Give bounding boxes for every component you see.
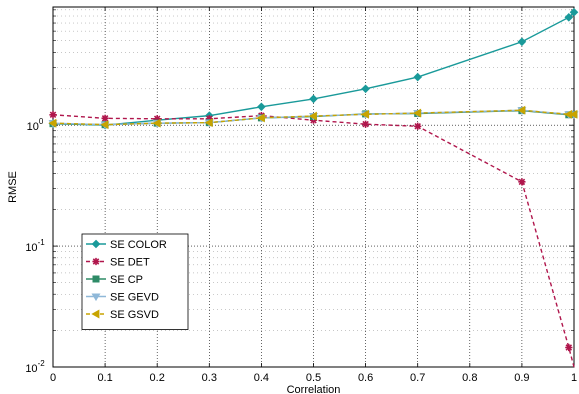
x-tick-label: 0.7 xyxy=(410,372,425,384)
legend-label: SE COLOR xyxy=(110,239,167,251)
y-tick-labels: 10-2 10-1 100 xyxy=(25,117,45,375)
data-point xyxy=(308,111,317,121)
legend-entry: SE GEVD xyxy=(86,292,159,304)
series-line xyxy=(52,11,575,126)
x-tick-label: 0.3 xyxy=(202,372,217,384)
y-tick-label: 10-1 xyxy=(25,238,45,254)
x-tick-label: 0.9 xyxy=(514,372,529,384)
x-tick-label: 1 xyxy=(571,372,577,384)
data-point xyxy=(569,7,579,17)
legend-label: SE CP xyxy=(110,274,143,286)
x-axis-label: Correlation xyxy=(287,384,341,394)
data-point xyxy=(205,115,213,123)
legend-marker xyxy=(92,275,100,283)
data-point xyxy=(564,13,574,22)
data-point xyxy=(518,178,526,186)
legend-marker xyxy=(91,309,100,319)
legend-label: SE GEVD xyxy=(110,292,159,304)
data-point xyxy=(569,109,578,119)
x-tick-label: 0.2 xyxy=(150,372,165,384)
data-point xyxy=(362,120,370,128)
data-point xyxy=(100,120,109,130)
legend-label: SE GSVD xyxy=(110,309,159,321)
x-tick-label: 0.5 xyxy=(306,372,321,384)
x-tick-labels: 0 0.1 0.2 0.3 0.4 0.5 0.6 0.7 0.8 0.9 1 xyxy=(50,372,577,384)
data-point xyxy=(153,115,161,123)
data-point xyxy=(48,118,57,128)
data-point xyxy=(414,122,422,130)
x-tick-label: 0.6 xyxy=(358,372,373,384)
data-point xyxy=(101,114,109,122)
x-tick-label: 0.4 xyxy=(254,372,269,384)
series-layer xyxy=(48,7,579,368)
y-axis-label: RMSE xyxy=(7,171,19,203)
legend-marker xyxy=(92,257,100,266)
series-se-gsvd xyxy=(48,105,578,130)
legend-entry: SE COLOR xyxy=(86,239,167,251)
legend-entry: SE DET xyxy=(86,257,150,269)
y-tick-exponent: -2 xyxy=(38,359,46,368)
data-point xyxy=(257,102,266,112)
legend-marker xyxy=(91,239,101,249)
legend: SE COLOR SE DET SE CP SE GEVD SE GSVD xyxy=(81,233,189,330)
data-point xyxy=(49,111,57,119)
data-point xyxy=(413,108,422,118)
data-point xyxy=(256,113,265,123)
legend-entry: SE GSVD xyxy=(86,309,159,321)
data-point xyxy=(152,118,161,128)
x-tick-label: 0 xyxy=(50,372,56,384)
data-point xyxy=(309,94,318,104)
data-point xyxy=(204,118,213,128)
y-tick-label: 100 xyxy=(27,117,44,133)
x-tick-label: 0.8 xyxy=(462,372,477,384)
legend-entry: SE CP xyxy=(86,274,143,286)
data-point xyxy=(565,343,573,352)
data-point xyxy=(517,37,527,47)
y-tick-exponent: -1 xyxy=(38,238,46,247)
y-tick-label: 10-2 xyxy=(25,359,45,375)
legend-label: SE DET xyxy=(110,257,150,269)
data-point xyxy=(360,109,369,119)
data-point xyxy=(517,105,526,115)
data-point xyxy=(413,72,423,82)
data-point xyxy=(361,84,370,94)
x-tick-label: 0.1 xyxy=(97,372,112,384)
legend-marker xyxy=(91,293,101,302)
legend-box xyxy=(81,233,189,330)
y-tick-exponent: 0 xyxy=(39,117,44,126)
